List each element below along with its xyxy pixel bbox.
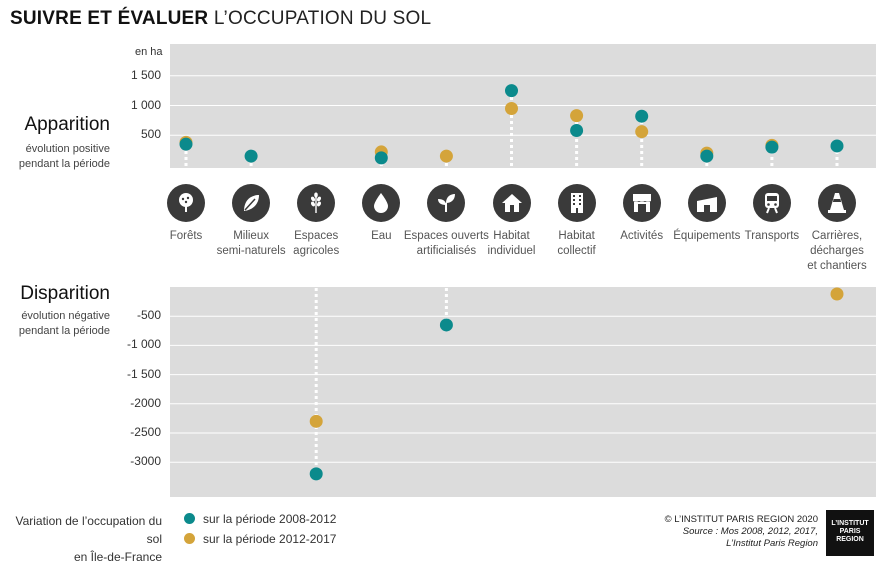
logo-line-1: L’INSTITUT xyxy=(831,520,869,527)
category-label-3: Eau xyxy=(333,229,429,244)
apparition-subtitle-1: évolution positive xyxy=(25,143,110,155)
disparition-subtitle-2: pendant la période xyxy=(18,325,110,337)
point-series0-cat4 xyxy=(439,318,453,332)
sprout-icon xyxy=(427,184,466,222)
institut-logo: L’INSTITUT PARIS REGION xyxy=(826,510,874,556)
category-label-4-line-1: artificialisés xyxy=(416,245,477,257)
category-label-0: Forêts xyxy=(138,229,234,244)
traffic-cone-icon xyxy=(818,184,856,222)
legend-item-2012-2017: sur la période 2012-2017 xyxy=(184,532,336,546)
category-label-1-line-0: Milieux xyxy=(233,230,269,242)
point-series1-cat10 xyxy=(830,287,844,301)
category-label-5-line-0: Habitat xyxy=(493,230,530,242)
water-drop-icon xyxy=(362,184,401,222)
category-label-2: Espaces agricoles xyxy=(268,229,364,259)
disparition-title: Disparition xyxy=(20,283,110,304)
point-series1-cat7 xyxy=(635,125,649,139)
category-label-4: Espaces ouverts artificialisés xyxy=(398,229,494,259)
chart-title-bold: SUIVRE ET ÉVALUER xyxy=(10,8,209,29)
credit: © L’INSTITUT PARIS REGION 2020 Source : … xyxy=(665,514,818,550)
credit-source-2: L’Institut Paris Region xyxy=(726,538,818,549)
disparition-subtitle-1: évolution négative xyxy=(21,310,110,322)
point-series1-cat4 xyxy=(439,149,453,163)
point-series0-cat10 xyxy=(830,139,844,153)
wheat-icon xyxy=(297,184,336,222)
category-label-7: Activités xyxy=(594,229,690,244)
point-series0-cat9 xyxy=(765,140,779,154)
category-label-6-line-0: Habitat xyxy=(558,230,595,242)
category-label-5: Habitat individuel xyxy=(464,229,560,259)
category-label-9: Transports xyxy=(724,229,820,244)
point-series1-cat6 xyxy=(570,109,584,123)
legend-label-2008-2012: sur la période 2008-2012 xyxy=(203,512,337,526)
legend-label-2012-2017: sur la période 2012-2017 xyxy=(203,532,337,546)
category-label-10: Carrières, décharges et chantiers xyxy=(789,229,885,274)
point-series0-cat7 xyxy=(635,109,649,123)
shop-icon xyxy=(622,184,661,222)
category-label-9-line-0: Transports xyxy=(744,230,800,242)
y-tick-label-neg-5: -3000 xyxy=(130,454,161,469)
y-tick-label-neg-4: -2500 xyxy=(130,425,161,439)
tree-icon xyxy=(167,184,205,222)
y-tick-label-neg-3: -2000 xyxy=(130,395,161,410)
logo-line-3: REGION xyxy=(836,536,864,543)
legend-dot-gold xyxy=(184,533,195,544)
point-series1-cat5 xyxy=(505,101,518,115)
legend-dot-teal xyxy=(184,513,195,524)
building-icon xyxy=(557,184,596,222)
point-series0-cat6 xyxy=(570,123,584,137)
y-tick-label-pos-0: 1 500 xyxy=(130,67,161,82)
legend-title: Variation de l’occupation du sol en Île-… xyxy=(6,512,162,566)
point-series0-cat8 xyxy=(700,149,714,163)
category-label-10-line-0: Carrières, xyxy=(811,230,863,242)
category-label-7-line-0: Activités xyxy=(620,230,664,242)
category-label-6-line-1: collectif xyxy=(557,245,596,257)
category-label-3-line-0: Eau xyxy=(371,230,392,242)
category-label-2-line-0: Espaces xyxy=(294,230,339,242)
category-label-0-line-0: Forêts xyxy=(169,230,203,242)
category-label-10-line-2: et chantiers xyxy=(807,260,867,272)
legend-title-line-2: en Île-de-France xyxy=(73,550,162,564)
y-tick-label-neg-2: -1 500 xyxy=(126,366,161,381)
category-label-8: Équipements xyxy=(659,229,755,244)
train-icon xyxy=(752,184,791,222)
chart-title: SUIVRE ET ÉVALUER L’OCCUPATION DU SOL xyxy=(10,8,431,30)
y-tick-label-neg-1: -1 000 xyxy=(126,337,161,352)
leaf-icon xyxy=(232,184,271,222)
category-label-8-line-0: Équipements xyxy=(673,230,741,242)
y-tick-label-pos-1: 1 000 xyxy=(130,97,161,112)
logo-line-2: PARIS xyxy=(839,528,861,535)
legend-title-line-1: Variation de l’occupation du sol xyxy=(15,514,162,546)
apparition-title: Apparition xyxy=(24,114,110,135)
y-tick-label-neg-0: -500 xyxy=(136,308,161,323)
house-icon xyxy=(492,184,531,222)
chart-title-light: L’OCCUPATION DU SOL xyxy=(213,8,432,29)
point-series0-cat2 xyxy=(309,467,323,481)
unit-label: en ha xyxy=(135,46,163,58)
category-label-1-line-1: semi-naturels xyxy=(216,245,286,257)
apparition-subtitle-2: pendant la période xyxy=(18,158,110,170)
category-label-4-line-0: Espaces ouverts xyxy=(403,230,489,242)
point-series1-cat2 xyxy=(309,414,323,428)
category-label-2-line-1: agricoles xyxy=(293,245,340,257)
category-label-6: Habitat collectif xyxy=(529,229,625,259)
category-label-10-line-1: décharges xyxy=(810,245,864,257)
category-label-1: Milieux semi-naturels xyxy=(203,229,299,259)
point-series0-cat3 xyxy=(374,151,388,165)
facility-icon xyxy=(687,184,726,222)
point-series0-cat1 xyxy=(244,149,258,163)
legend-item-2008-2012: sur la période 2008-2012 xyxy=(184,512,336,526)
credit-source: Source : Mos 2008, 2012, 2017, xyxy=(682,526,818,537)
point-series0-cat5 xyxy=(505,84,518,98)
category-label-5-line-1: individuel xyxy=(487,245,536,257)
y-tick-label-pos-2: 500 xyxy=(140,127,161,142)
point-series0-cat0 xyxy=(179,137,193,151)
credit-copyright: © L’INSTITUT PARIS REGION 2020 xyxy=(664,514,818,525)
